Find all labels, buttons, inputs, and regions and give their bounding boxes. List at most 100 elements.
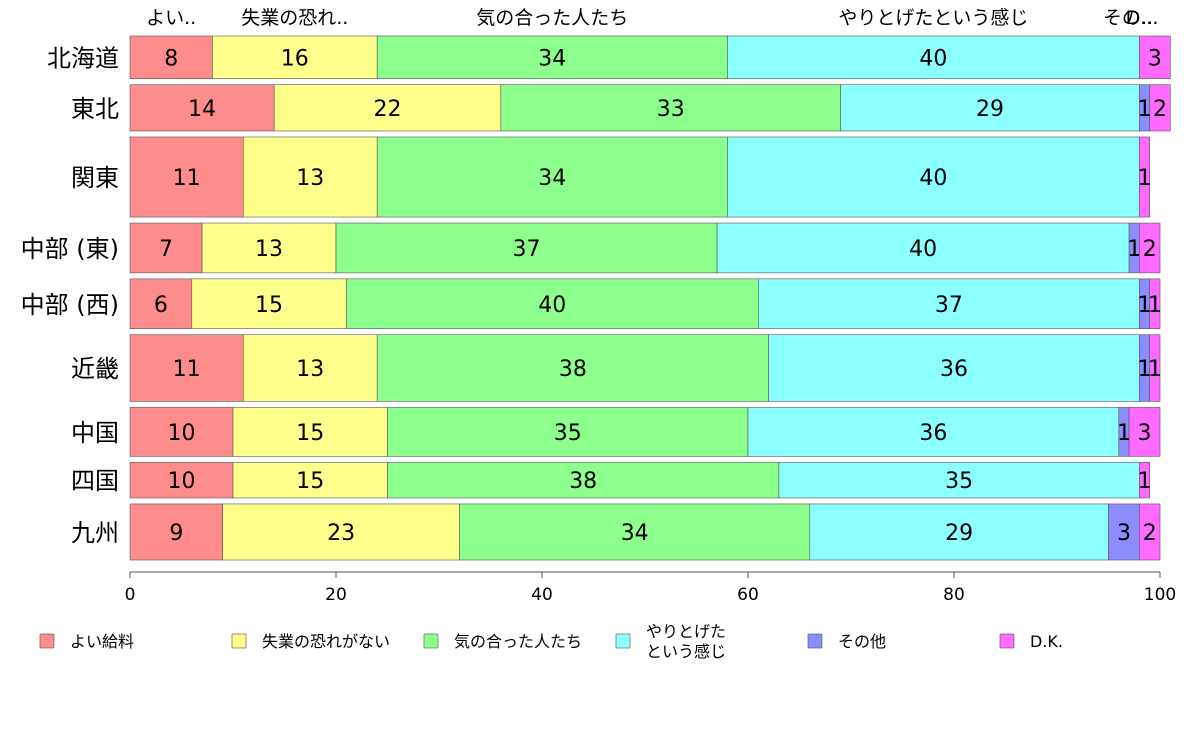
series-top-label: D... — [1126, 7, 1159, 29]
bar-value-label: 6 — [154, 293, 168, 318]
bar-value-label: 1 — [1138, 166, 1152, 191]
x-tick-label: 20 — [325, 585, 347, 605]
legend-label: という感じ — [646, 642, 726, 661]
bar-segment — [335, 222, 718, 274]
bar-segment — [129, 136, 244, 218]
bar-segment — [768, 334, 1140, 402]
bar-value-label: 29 — [976, 97, 1004, 122]
series-top-label: 失業の恐れ.. — [241, 7, 348, 29]
bar-segment — [1139, 503, 1161, 561]
bar-value-label: 2 — [1153, 97, 1167, 122]
bar-segment — [129, 334, 244, 402]
bar-value-label: 13 — [296, 166, 324, 191]
bar-segment — [1139, 35, 1171, 80]
bar-value-label: 37 — [935, 293, 963, 318]
legend-label: その他 — [838, 632, 886, 651]
bar-segment — [129, 407, 234, 457]
legend-swatch — [999, 633, 1015, 649]
bar-segment — [222, 503, 460, 561]
series-top-label: 気の合った人たち — [476, 7, 628, 29]
bar-value-label: 34 — [621, 521, 649, 546]
bar-value-label: 16 — [281, 46, 309, 71]
bar-segment — [212, 35, 378, 80]
series-top-label: やりとげたという感じ — [838, 7, 1028, 29]
bar-segment — [129, 222, 203, 274]
category-label: 北海道 — [47, 44, 119, 72]
bar-value-label: 11 — [173, 357, 201, 382]
bar-segment — [1139, 462, 1151, 499]
bar-value-label: 35 — [945, 469, 973, 494]
bar-value-label: 8 — [164, 46, 178, 71]
bar-value-label: 13 — [296, 357, 324, 382]
bar-value-label: 22 — [374, 97, 402, 122]
bar-segment — [727, 35, 1140, 80]
bar-segment — [1128, 407, 1161, 457]
bar-value-label: 3 — [1117, 521, 1131, 546]
bar-value-label: 23 — [327, 521, 355, 546]
bar-segment — [376, 136, 728, 218]
bar-segment — [387, 462, 780, 499]
bar-segment — [191, 278, 347, 329]
bar-value-label: 40 — [919, 166, 947, 191]
bar-value-label: 7 — [159, 237, 173, 262]
x-tick-label: 40 — [531, 585, 553, 605]
bar-value-label: 38 — [569, 469, 597, 494]
bar-value-label: 2 — [1143, 521, 1157, 546]
bar-value-label: 34 — [538, 46, 566, 71]
bar-segment — [243, 136, 378, 218]
bar-value-label: 11 — [173, 166, 201, 191]
bar-value-label: 3 — [1138, 421, 1152, 446]
bar-value-label: 1 — [1117, 421, 1131, 446]
x-tick-label: 60 — [737, 585, 759, 605]
bar-value-label: 2 — [1143, 237, 1157, 262]
bar-segment — [232, 462, 388, 499]
bar-value-label: 14 — [188, 97, 216, 122]
legend-label: よい給料 — [70, 632, 134, 651]
bar-value-label: 13 — [255, 237, 283, 262]
bar-segment — [840, 84, 1140, 132]
bar-value-label: 1 — [1138, 97, 1152, 122]
category-label: 東北 — [71, 95, 119, 123]
category-label: 中部 (東) — [21, 235, 119, 263]
series-top-label: その.. — [1103, 7, 1153, 29]
bar-value-label: 10 — [168, 469, 196, 494]
bar-segment — [201, 222, 337, 274]
bar-value-label: 1 — [1127, 237, 1141, 262]
bar-value-label: 1 — [1138, 293, 1152, 318]
bar-value-label: 1 — [1148, 293, 1162, 318]
bar-segment — [243, 334, 378, 402]
bar-value-label: 36 — [940, 357, 968, 382]
bar-segment — [500, 84, 841, 132]
x-tick-label: 0 — [125, 585, 136, 605]
bar-segment — [1149, 334, 1161, 402]
bar-segment — [1139, 222, 1161, 274]
category-label: 九州 — [71, 519, 119, 547]
bar-segment — [459, 503, 811, 561]
bar-value-label: 40 — [538, 293, 566, 318]
category-label: 近畿 — [71, 355, 119, 383]
bar-segment — [273, 84, 502, 132]
bar-value-label: 15 — [296, 421, 324, 446]
bar-segment — [1149, 278, 1161, 329]
bar-value-label: 38 — [559, 357, 587, 382]
bar-segment — [129, 503, 223, 561]
bar-value-label: 15 — [255, 293, 283, 318]
bar-value-label: 9 — [169, 521, 183, 546]
bar-value-label: 29 — [945, 521, 973, 546]
category-label: 四国 — [71, 467, 119, 495]
bar-value-label: 1 — [1138, 469, 1152, 494]
bar-segment — [129, 84, 275, 132]
bar-segment — [716, 222, 1130, 274]
bar-segment — [376, 35, 728, 80]
bar-segment — [1139, 136, 1151, 218]
bar-segment — [747, 407, 1120, 457]
x-tick-label: 100 — [1144, 585, 1176, 605]
bar-value-label: 34 — [538, 166, 566, 191]
bar-value-label: 1 — [1148, 357, 1162, 382]
legend-label: やりとげた — [646, 622, 726, 641]
bar-segment — [129, 278, 193, 329]
bar-segment — [757, 278, 1140, 329]
bar-segment — [1149, 84, 1171, 132]
